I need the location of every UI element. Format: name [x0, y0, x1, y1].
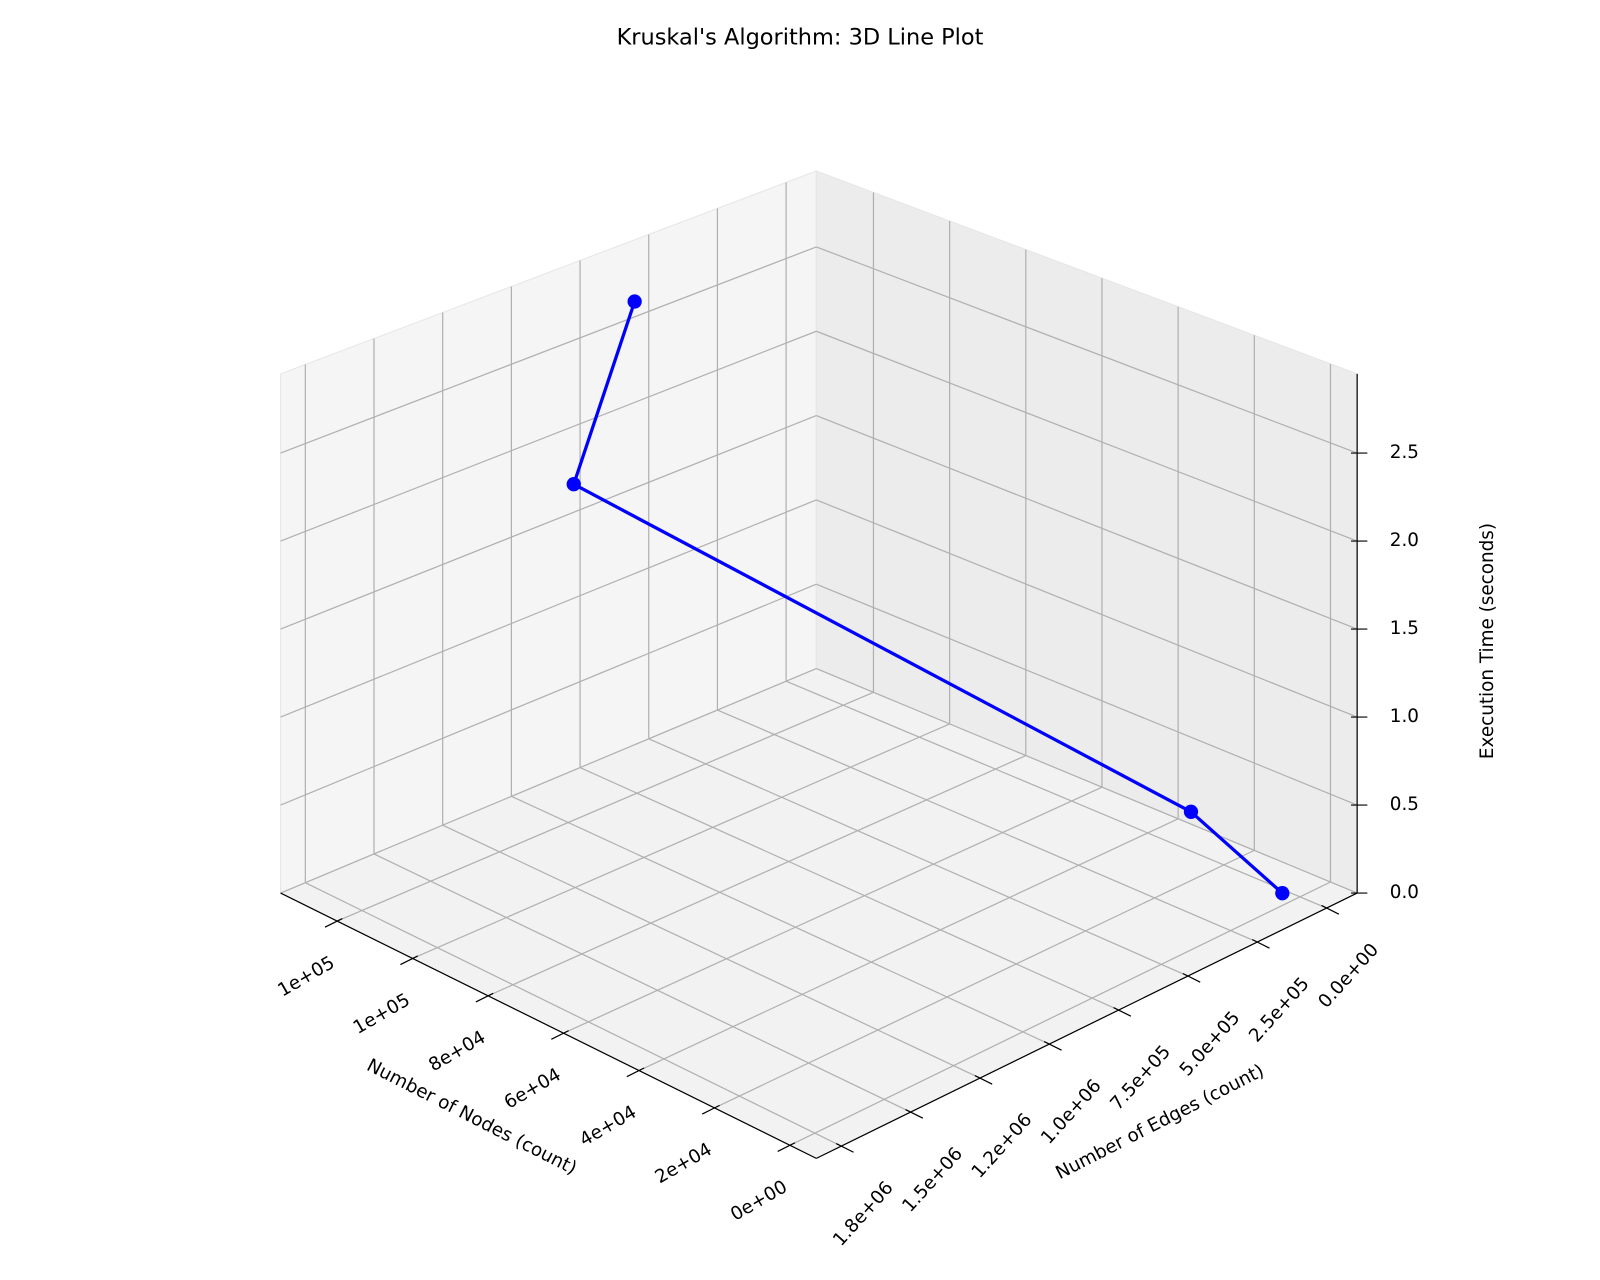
x-tick-label: 6e+04 — [501, 1064, 565, 1113]
x-tick-label: 4e+04 — [576, 1102, 640, 1151]
grid-line — [280, 246, 817, 454]
x-tick — [777, 1142, 796, 1152]
x-tick-label: 2e+04 — [652, 1139, 716, 1188]
z-tick-label: 2.5 — [1390, 442, 1419, 463]
y-tick-label: 1.5e+06 — [898, 1144, 967, 1217]
x-tick-label: 1e+05 — [274, 952, 338, 1001]
grid-line — [412, 723, 950, 960]
grid-line — [280, 330, 817, 542]
data-point — [1183, 804, 1199, 819]
z-tick-label: 0.0 — [1390, 882, 1419, 903]
grid-line — [373, 853, 911, 1113]
y-tick — [1182, 972, 1201, 983]
grid-line — [648, 738, 1189, 977]
grid-line — [305, 882, 842, 1147]
grid-line — [511, 795, 1050, 1045]
data-point — [1275, 886, 1290, 901]
x-tick-label: 0e+00 — [727, 1176, 791, 1225]
grid-line — [563, 786, 1103, 1034]
grid-line — [816, 246, 1358, 454]
y-tick — [905, 1109, 924, 1119]
grid-line — [280, 499, 817, 718]
y-tick-label: 1.2e+06 — [968, 1110, 1037, 1183]
grid-line — [280, 583, 817, 806]
y-axis-line — [816, 892, 1358, 1159]
grid-line — [336, 691, 874, 922]
y-tick — [1321, 904, 1340, 915]
z-tick-label: 1.5 — [1390, 618, 1419, 639]
grid-line — [280, 668, 817, 894]
z-tick-label: 0.5 — [1390, 794, 1419, 815]
x-axis-line — [280, 892, 817, 1159]
y-tick-label: 7.5e+05 — [1106, 1041, 1175, 1114]
z-tick-label: 1.0 — [1390, 706, 1419, 727]
y-tick-label: 5.0e+05 — [1176, 1007, 1245, 1080]
x-tick — [701, 1104, 720, 1115]
z-axis-label: Execution Time (seconds) — [1477, 523, 1498, 759]
y-axis-label: Number of Edges (count) — [1052, 1060, 1267, 1184]
y-tick — [974, 1074, 993, 1085]
y-tick-label: 2.5e+05 — [1245, 973, 1314, 1046]
data-point — [566, 477, 581, 492]
x-tick-label: 1e+05 — [350, 990, 414, 1039]
grid-line — [487, 754, 1027, 997]
x-tick — [551, 1030, 569, 1040]
grid-line — [714, 849, 1255, 1109]
grid-line — [280, 415, 817, 630]
y-tick — [1043, 1040, 1062, 1051]
grid-line — [638, 818, 1179, 1072]
data-point — [627, 294, 642, 309]
grid-line — [442, 824, 981, 1079]
grid-line — [816, 330, 1358, 542]
x-tick — [626, 1067, 645, 1078]
x-tick — [324, 917, 343, 928]
grid-line — [816, 583, 1358, 806]
y-tick — [835, 1143, 854, 1153]
y-tick — [1251, 938, 1270, 949]
y-tick-label: 0.0e+00 — [1314, 939, 1383, 1012]
y-tick-label: 1.8e+06 — [829, 1178, 898, 1251]
grid-line — [816, 668, 1358, 894]
grid-line — [785, 680, 1327, 909]
grid-line — [816, 499, 1358, 718]
grid-line — [816, 415, 1358, 630]
z-tick-label: 2.0 — [1390, 530, 1419, 551]
grid-line — [579, 767, 1119, 1011]
data-line — [572, 301, 1284, 895]
x-tick — [400, 955, 419, 966]
x-tick — [475, 992, 494, 1003]
chart-title: Kruskal's Algorithm: 3D Line Plot — [617, 24, 984, 50]
y-tick — [1113, 1006, 1132, 1017]
grid-line — [717, 709, 1258, 943]
x-tick-label: 8e+04 — [425, 1027, 489, 1076]
y-tick-label: 1.0e+06 — [1037, 1075, 1106, 1148]
grid-line — [789, 881, 1331, 1146]
